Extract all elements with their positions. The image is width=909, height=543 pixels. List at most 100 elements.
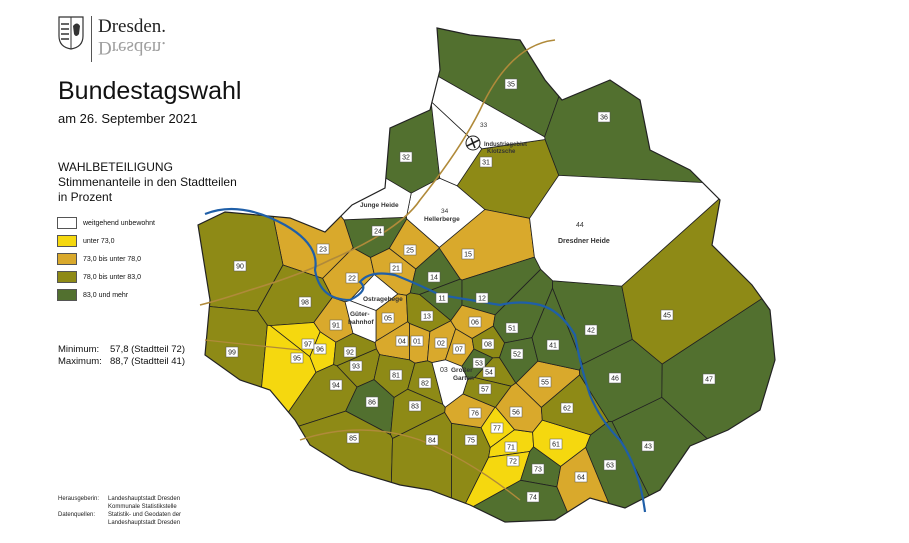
district-label-13: 13 (420, 310, 434, 322)
district-number: 81 (392, 373, 400, 380)
district-number: 84 (428, 438, 436, 445)
district-label-91: 91 (329, 319, 343, 331)
district-label-25: 25 (403, 244, 417, 256)
district-number: 54 (485, 370, 493, 377)
place-label-hellerberge: Hellerberge (424, 216, 460, 223)
district-label-98: 98 (298, 296, 312, 308)
district-number: 91 (332, 323, 340, 330)
district-number: 35 (507, 82, 515, 89)
district-label-51: 51 (505, 322, 519, 334)
district-label-41: 41 (546, 339, 560, 351)
district-number: 21 (392, 266, 400, 273)
city-boundary (197, 27, 776, 523)
district-number: 99 (228, 350, 236, 357)
district-number: 25 (406, 248, 414, 255)
district-label-02: 02 (434, 337, 448, 349)
map-description: WAHLBETEILIGUNG Stimmenanteile in den St… (58, 160, 237, 205)
publisher-row-2: Kommunale Statistikstelle (58, 503, 181, 511)
district-label-15: 15 (461, 248, 475, 260)
legend-label: 83,0 und mehr (83, 291, 129, 299)
district-label-62: 62 (560, 402, 574, 414)
district-number: 02 (437, 341, 445, 348)
road-line (299, 429, 521, 501)
district-label-90: 90 (233, 260, 247, 272)
uninhabited-area (344, 300, 377, 343)
coat-of-arms-icon (58, 16, 84, 50)
district-number: 97 (304, 342, 312, 349)
maximum-row: Maximum: 88,7 (Stadtteil 41) (58, 356, 185, 368)
district-label-47: 47 (702, 373, 716, 385)
source-label: Datenquellen: (58, 512, 96, 518)
district-label-94: 94 (329, 379, 343, 391)
district-label-43: 43 (641, 440, 655, 452)
district-label-71: 71 (504, 441, 518, 453)
uninhabited-area (431, 359, 469, 408)
legend-item-class-1: unter 73,0 (57, 235, 155, 247)
legend-item-uninhabited: weitgehend unbewohnt (57, 217, 155, 229)
section-line-2: in Prozent (58, 190, 113, 204)
district-number: 73 (534, 467, 542, 474)
district-number: 23 (319, 247, 327, 254)
district-label-84: 84 (425, 434, 439, 446)
district-number: 90 (236, 264, 244, 271)
minimum-row: Minimum: 57,8 (Stadtteil 72) (58, 344, 185, 356)
source-row-2: Landeshauptstadt Dresden (58, 519, 181, 527)
district-number: 46 (611, 376, 619, 383)
district-number: 93 (352, 364, 360, 371)
legend-swatch (57, 235, 77, 247)
district-label-12: 12 (475, 292, 489, 304)
maximum-value: 88,7 (Stadtteil 41) (110, 356, 185, 367)
district-number: 75 (467, 438, 475, 445)
district-number: 43 (644, 444, 652, 451)
legend-label: weitgehend unbewohnt (83, 219, 156, 227)
district-label-56: 56 (509, 406, 523, 418)
district-number: 42 (587, 328, 595, 335)
district-number: 92 (346, 350, 354, 357)
district-number: 14 (430, 275, 438, 282)
place-label-33: 33 (480, 122, 488, 129)
district-number: 06 (471, 320, 479, 327)
district-number: 51 (508, 326, 516, 333)
uninhabited-area (430, 100, 483, 187)
road-line (199, 39, 556, 306)
district-number: 72 (509, 459, 517, 466)
district-99 (198, 303, 268, 522)
place-label-gueter: Güter- (350, 311, 370, 318)
district-label-82: 82 (418, 377, 432, 389)
district-label-08: 08 (481, 338, 495, 350)
district-label-63: 63 (603, 459, 617, 471)
district-map: Junge Heide 34 Hellerberge 44 Dresdner H… (197, 27, 776, 523)
district-number: 36 (600, 115, 608, 122)
legend-swatch (57, 289, 77, 301)
district-number: 12 (478, 296, 486, 303)
place-label-ostragehege: Ostragehege (363, 296, 403, 303)
map-legend: weitgehend unbewohnt unter 73,0 73,0 bis… (57, 217, 155, 307)
legend-label: 78,0 bis unter 83,0 (83, 273, 141, 281)
district-number: 61 (552, 442, 560, 449)
district-label-46: 46 (608, 372, 622, 384)
district-number: 47 (705, 377, 713, 384)
district-number: 13 (423, 314, 431, 321)
district-label-77: 77 (490, 422, 504, 434)
district-label-36: 36 (597, 111, 611, 123)
district-85 (198, 410, 393, 522)
district-label-53: 53 (472, 357, 486, 369)
legend-label: 73,0 bis unter 78,0 (83, 255, 141, 263)
district-label-96: 96 (313, 343, 327, 355)
district-number: 07 (455, 347, 463, 354)
place-label-grosser: Großer (451, 367, 473, 374)
source-line-1: Statistik- und Geodaten der (108, 512, 182, 518)
place-label-junge-heide: Junge Heide (360, 202, 399, 209)
district-numbers-layer: 35 36 32 31 24 23 25 22 21 15 14 11 12 90 98 99 91 97 96 95… (225, 78, 716, 503)
uninhabited-area (405, 177, 486, 248)
district-number: 53 (475, 361, 483, 368)
district-label-14: 14 (427, 271, 441, 283)
district-number: 08 (484, 342, 492, 349)
district-label-93: 93 (349, 360, 363, 372)
district-number: 64 (577, 475, 585, 482)
district-label-92: 92 (343, 346, 357, 358)
district-number: 24 (374, 229, 382, 236)
district-label-57: 57 (478, 383, 492, 395)
district-label-01: 01 (410, 335, 424, 347)
district-number: 55 (541, 380, 549, 387)
